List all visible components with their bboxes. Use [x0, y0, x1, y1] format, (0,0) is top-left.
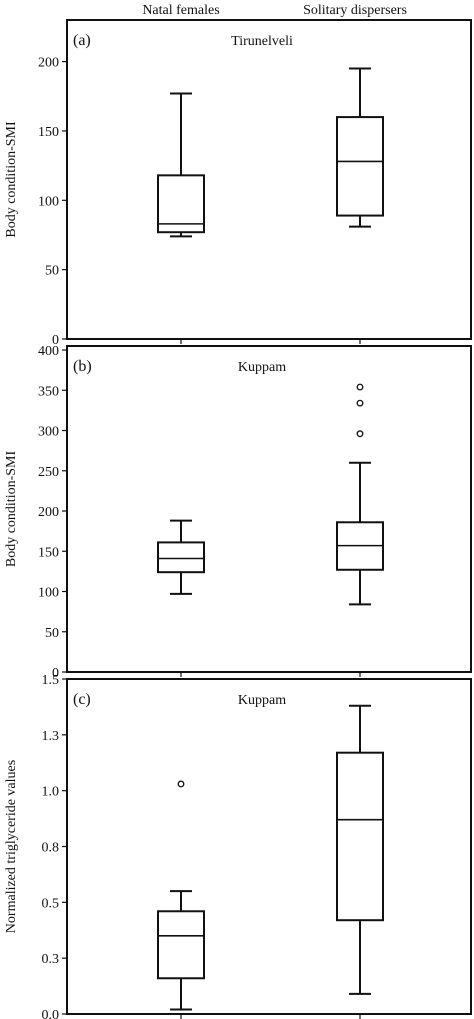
panel-2-ylabel: Body condition-SMI	[4, 451, 19, 568]
panel-2-box-solitary-dispersers-outlier	[356, 399, 364, 407]
panel-2-box-solitary-dispersers-outlier	[356, 430, 364, 438]
panel-1-frame	[66, 19, 472, 340]
panel-3-frame	[66, 678, 472, 1015]
panel-3-ytick-label: 0.5	[42, 896, 60, 911]
panel-1-ytick-label: 100	[38, 194, 59, 209]
panel-3-ytick-label: 1.5	[42, 673, 60, 688]
panel-2-ytick-label: 150	[38, 545, 59, 560]
panel-1-ylabel: Body condition-SMI	[4, 121, 19, 238]
panel-3-box-solitary-dispersers-iqr	[336, 751, 384, 922]
panel-1-label: (a)	[73, 32, 91, 49]
panel-1-ytick-label: 50	[45, 264, 59, 279]
panel-3-ytick-label: 0.3	[42, 952, 60, 967]
panel-1-box-solitary-dispersers-iqr	[336, 116, 384, 217]
panel-1-title: Tirunelveli	[231, 34, 293, 49]
group-label-natal-females: Natal females	[142, 3, 219, 18]
panel-1-ytick-label: 0	[52, 333, 59, 348]
panel-2-ytick-label: 50	[45, 626, 59, 641]
panel-2-title: Kuppam	[238, 360, 286, 375]
panel-2-box-solitary-dispersers-outlier	[356, 383, 364, 391]
panel-3-title: Kuppam	[238, 693, 286, 708]
group-label-solitary-dispersers: Solitary dispersers	[303, 3, 407, 18]
panel-2-frame	[66, 345, 472, 673]
panel-3-ytick-label: 0.0	[42, 1008, 60, 1019]
panel-1-ytick-label: 150	[38, 125, 59, 140]
panel-2-ytick-label: 400	[38, 344, 59, 359]
panel-3-box-natal-females-iqr	[157, 910, 205, 980]
panel-2-ytick-label: 100	[38, 586, 59, 601]
panel-3-box-natal-females-outlier	[177, 780, 185, 788]
panel-3-ytick-label: 1.0	[42, 785, 60, 800]
panel-2-ytick-label: 350	[38, 384, 59, 399]
panel-2-ytick-label: 300	[38, 425, 59, 440]
panel-2-ytick-label: 200	[38, 505, 59, 520]
panel-3-ytick-label: 1.3	[42, 729, 60, 744]
panel-3-label: (c)	[73, 691, 91, 708]
panel-1-ytick-label: 200	[38, 56, 59, 71]
panel-3-ytick-label: 0.8	[42, 841, 60, 856]
panel-2-box-natal-females-iqr	[157, 541, 205, 574]
panel-1-box-natal-females-iqr	[157, 174, 205, 234]
panel-2-ytick-label: 0	[52, 666, 59, 681]
panel-3-ylabel: Normalized triglyceride values	[4, 760, 19, 933]
panel-2-label: (b)	[73, 358, 92, 375]
panel-2-ytick-label: 250	[38, 465, 59, 480]
